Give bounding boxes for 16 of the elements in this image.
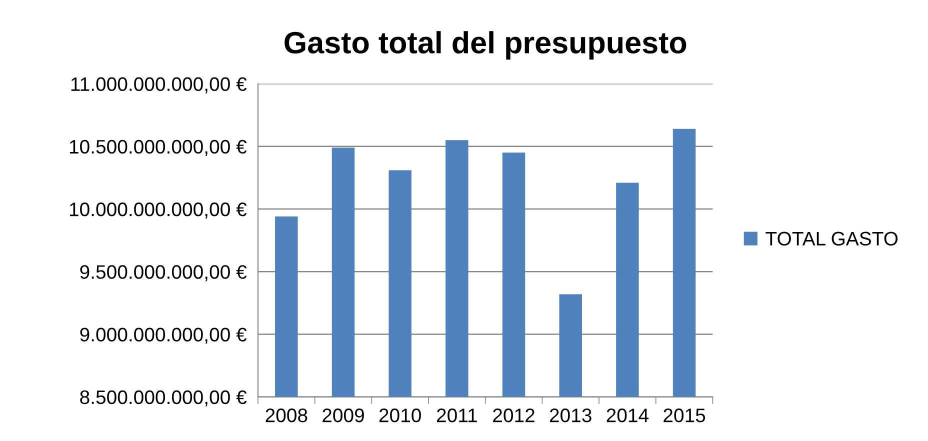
x-tick-label: 2014: [606, 408, 649, 422]
y-tick-label: 8.500.000.000,00 €: [80, 390, 247, 406]
x-tick-label: 2009: [322, 408, 364, 422]
y-tick-label: 11.000.000.000,00 €: [71, 77, 247, 94]
legend-label: TOTAL GASTO: [766, 232, 898, 246]
chart-title: Gasto total del presupuesto: [284, 31, 686, 60]
x-tick-label: 2010: [379, 408, 421, 422]
x-tick-label: 2015: [664, 408, 706, 422]
y-tick-label: 9.500.000.000,00 €: [80, 265, 247, 282]
x-tick-label: 2011: [436, 408, 477, 422]
y-tick-label: 10.000.000.000,00 €: [70, 202, 247, 219]
y-tick-label: 9.000.000.000,00 €: [80, 328, 247, 344]
y-tick-label: 10.500.000.000,00 €: [70, 140, 247, 156]
x-tick-label: 2008: [266, 408, 308, 422]
x-tick-label: 2013: [550, 408, 592, 422]
x-tick-label: 2012: [493, 408, 534, 422]
